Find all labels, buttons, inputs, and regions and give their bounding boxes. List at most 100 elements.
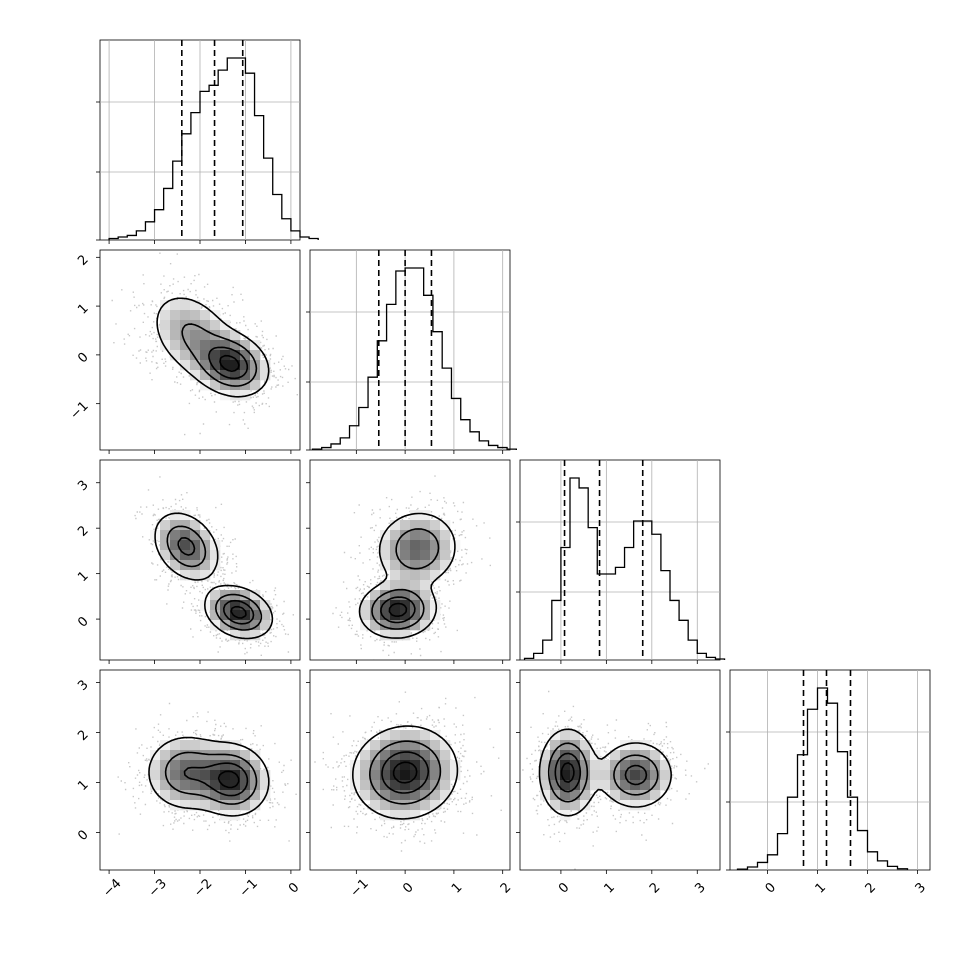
histogram-frame (309, 249, 511, 451)
density-bin (360, 610, 371, 621)
density-bin (170, 310, 181, 321)
density-bin (410, 600, 421, 611)
contour-level-2 (554, 752, 648, 793)
density-bin (160, 540, 171, 551)
density-bin (160, 530, 171, 541)
density-bin (420, 620, 431, 631)
density-bin (180, 570, 191, 581)
density-bin (230, 630, 241, 641)
y-tick-label: 1 (75, 778, 91, 794)
density-bin (170, 770, 181, 781)
density-bin (620, 750, 631, 761)
density-bin (410, 520, 421, 531)
contour-level-2 (177, 537, 255, 625)
y-tick-label: 0 (75, 828, 91, 844)
y-tick-label: 2 (75, 252, 91, 268)
density-bin (630, 770, 641, 781)
density-bin (230, 350, 241, 361)
density-bin (160, 760, 171, 771)
x-tick-label: 0 (763, 880, 779, 896)
density-bin (220, 360, 231, 371)
density-bin (370, 620, 381, 631)
density-bin (420, 550, 431, 561)
density-bin (230, 330, 241, 341)
contour-level-2 (208, 346, 249, 380)
density-bin (410, 580, 421, 591)
density-bin (380, 740, 391, 751)
density-bin (650, 770, 661, 781)
density-bin (570, 790, 581, 801)
density-bin (370, 740, 381, 751)
density-bin (190, 570, 201, 581)
density-bin (370, 590, 381, 601)
contour-level-1 (164, 751, 258, 805)
density-bin (200, 770, 211, 781)
density-bin (240, 760, 251, 771)
density-bin (250, 610, 261, 621)
density-bin (660, 760, 671, 771)
scatter-panel-1-3 (306, 669, 511, 874)
density-bin (420, 780, 431, 791)
density-bin (390, 790, 401, 801)
y-tick-label: 0 (75, 350, 91, 366)
density-bin (170, 760, 181, 771)
contour-level-3 (230, 605, 247, 619)
scatter-panel-0-3: 0 1 2 3 (75, 669, 301, 874)
density-bin (160, 790, 171, 801)
contour-level-0 (154, 512, 274, 640)
density-bin (200, 530, 211, 541)
histogram-step-line (108, 57, 319, 240)
density-bin (390, 540, 401, 551)
panel-content (117, 702, 297, 842)
density-bin (200, 740, 211, 751)
density-bin (160, 550, 171, 561)
density-bin (200, 560, 211, 571)
density-bin (420, 760, 431, 771)
density-bin (540, 760, 551, 771)
density-bin (190, 520, 201, 531)
density-bin (210, 770, 221, 781)
x-tick-label: −1 (237, 876, 261, 900)
density-bin (180, 340, 191, 351)
panel-content (134, 476, 294, 656)
density-bin (380, 810, 391, 821)
density-bin (180, 550, 191, 561)
density-bin (560, 780, 571, 791)
density-bin (400, 630, 411, 641)
contour-level-1 (181, 323, 258, 387)
density-bin (170, 750, 181, 761)
x-tick-label: 3 (692, 880, 708, 896)
density-bin (410, 560, 421, 571)
density-bin (250, 800, 261, 811)
density-bin (590, 780, 601, 791)
density-bin (550, 730, 561, 741)
density-bin (410, 610, 421, 621)
density-bin (200, 370, 211, 381)
density-bin (400, 620, 411, 631)
density-bin (430, 800, 441, 811)
x-tick-label: 0 (556, 880, 572, 896)
density-bin (250, 790, 261, 801)
density-bin (430, 760, 441, 771)
density-bin (190, 540, 201, 551)
density-bin (440, 540, 451, 551)
density-bin (410, 770, 421, 781)
density-bin (370, 600, 381, 611)
density-bin (580, 740, 591, 751)
density-bin (260, 620, 271, 631)
density-bin (240, 350, 251, 361)
density-bin (400, 520, 411, 531)
density-bin (580, 800, 591, 811)
density-bin (390, 520, 401, 531)
density-bin (400, 540, 411, 551)
density-bin (220, 800, 231, 811)
density-bin (230, 380, 241, 391)
density-bin (230, 390, 241, 401)
density-bin (430, 600, 441, 611)
density-bin (190, 300, 201, 311)
density-bin (260, 370, 271, 381)
density-bin (410, 510, 421, 521)
density-bin (190, 310, 201, 321)
density-bin (630, 800, 641, 811)
